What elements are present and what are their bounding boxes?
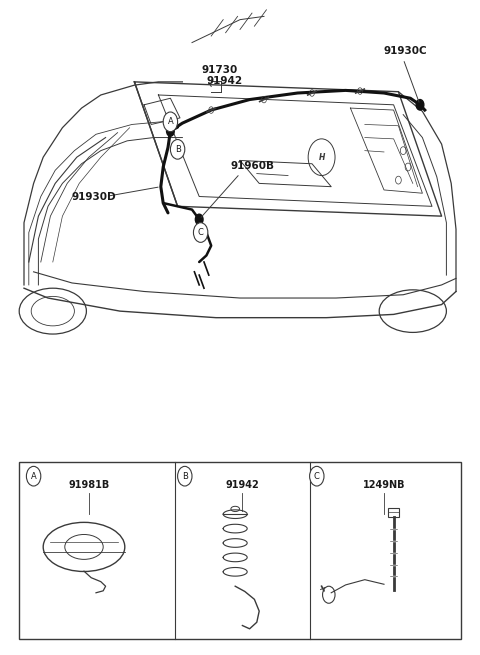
Text: A: A xyxy=(31,472,36,481)
Circle shape xyxy=(178,466,192,486)
Circle shape xyxy=(416,100,424,110)
Circle shape xyxy=(170,140,185,159)
Circle shape xyxy=(193,223,208,242)
Text: 1249NB: 1249NB xyxy=(363,480,405,490)
Text: 91930D: 91930D xyxy=(72,192,117,202)
Text: 91730: 91730 xyxy=(202,66,238,75)
Text: B: B xyxy=(182,472,188,481)
Text: 91981B: 91981B xyxy=(68,480,109,490)
Bar xyxy=(19,462,461,639)
Circle shape xyxy=(163,112,178,132)
Circle shape xyxy=(26,466,41,486)
Circle shape xyxy=(195,214,203,225)
Text: 91960B: 91960B xyxy=(230,161,275,171)
Text: A: A xyxy=(168,117,173,126)
Text: 91942: 91942 xyxy=(206,76,242,86)
Text: C: C xyxy=(314,472,320,481)
Text: 91930C: 91930C xyxy=(384,46,428,56)
Circle shape xyxy=(167,126,174,136)
Text: H: H xyxy=(318,153,325,162)
Text: 91942: 91942 xyxy=(226,480,259,490)
Circle shape xyxy=(310,466,324,486)
Text: B: B xyxy=(175,145,180,154)
Text: C: C xyxy=(198,228,204,237)
